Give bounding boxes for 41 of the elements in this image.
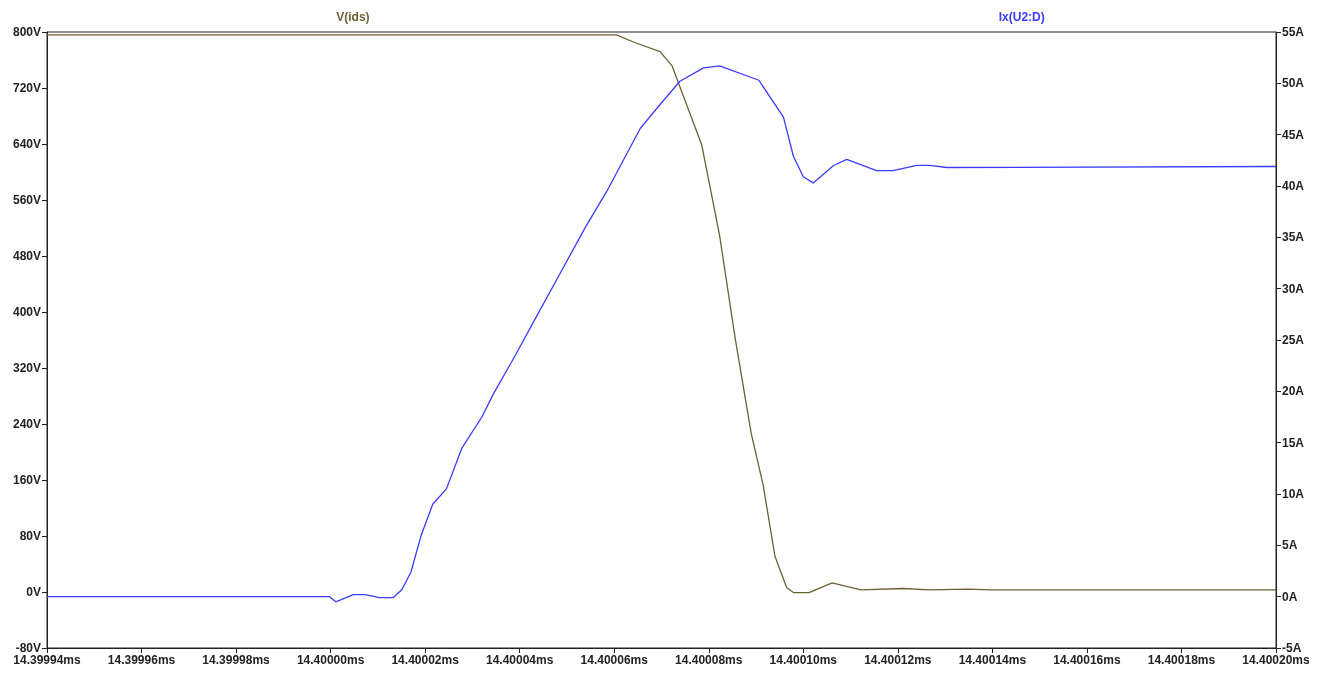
- y-tick-label: 0V: [26, 585, 41, 599]
- y2-tick-label: 50A: [1282, 76, 1305, 91]
- x-tick-label: 14.40006ms: [580, 653, 649, 667]
- y2-tick-label: 10A: [1282, 487, 1305, 501]
- x-tick-label: 14.40016ms: [1053, 653, 1121, 667]
- y-tick-label: 720V: [12, 81, 41, 95]
- y-tick-label: -80V: [15, 641, 41, 655]
- y2-tick-label: 15A: [1282, 435, 1305, 450]
- text: Ix(U2:D): [998, 10, 1045, 24]
- y-tick-label: 240V: [12, 417, 41, 431]
- y2-tick-label: 55A: [1282, 25, 1305, 39]
- y2-tick-label: 45A: [1282, 127, 1305, 142]
- x-tick-label: 14.40000ms: [296, 653, 365, 667]
- y-tick-label: 560V: [12, 193, 41, 207]
- y2-tick-label: 35A: [1282, 230, 1305, 245]
- x-tick-label: 14.39998ms: [202, 653, 271, 667]
- x-tick-label: 14.39996ms: [107, 653, 176, 667]
- x-tick-label: 14.40004ms: [485, 653, 554, 667]
- y2-tick-label: -5A: [1282, 641, 1302, 655]
- x-tick-label: 14.40018ms: [1147, 653, 1216, 667]
- y-tick-label: 400V: [12, 305, 41, 319]
- x-tick-label: 14.40002ms: [391, 653, 460, 667]
- x-tick-label: 14.40008ms: [675, 653, 743, 667]
- y2-tick-label: 5A: [1282, 538, 1298, 553]
- x-tick-label: 14.39994ms: [13, 653, 82, 667]
- y2-tick-label: 30A: [1282, 281, 1305, 296]
- y-tick-label: 480V: [12, 249, 41, 263]
- x-tick-label: 14.40010ms: [769, 653, 838, 667]
- y-tick-label: 160V: [12, 473, 41, 487]
- x-tick-label: 14.40020ms: [1242, 653, 1311, 667]
- x-tick-label: 14.40012ms: [864, 653, 932, 667]
- x-tick-label: 14.40014ms: [958, 653, 1027, 667]
- series-label: V(ids): [336, 10, 370, 24]
- y-tick-label: 320V: [12, 361, 41, 375]
- y2-tick-label: 20A: [1282, 384, 1305, 399]
- y2-tick-label: 0A: [1282, 589, 1298, 604]
- y2-tick-label: 40A: [1282, 179, 1305, 193]
- y2-tick-label: 25A: [1282, 333, 1305, 347]
- y-tick-label: 800V: [12, 25, 41, 39]
- y-tick-label: 640V: [12, 137, 41, 151]
- y-tick-label: 80V: [19, 529, 41, 543]
